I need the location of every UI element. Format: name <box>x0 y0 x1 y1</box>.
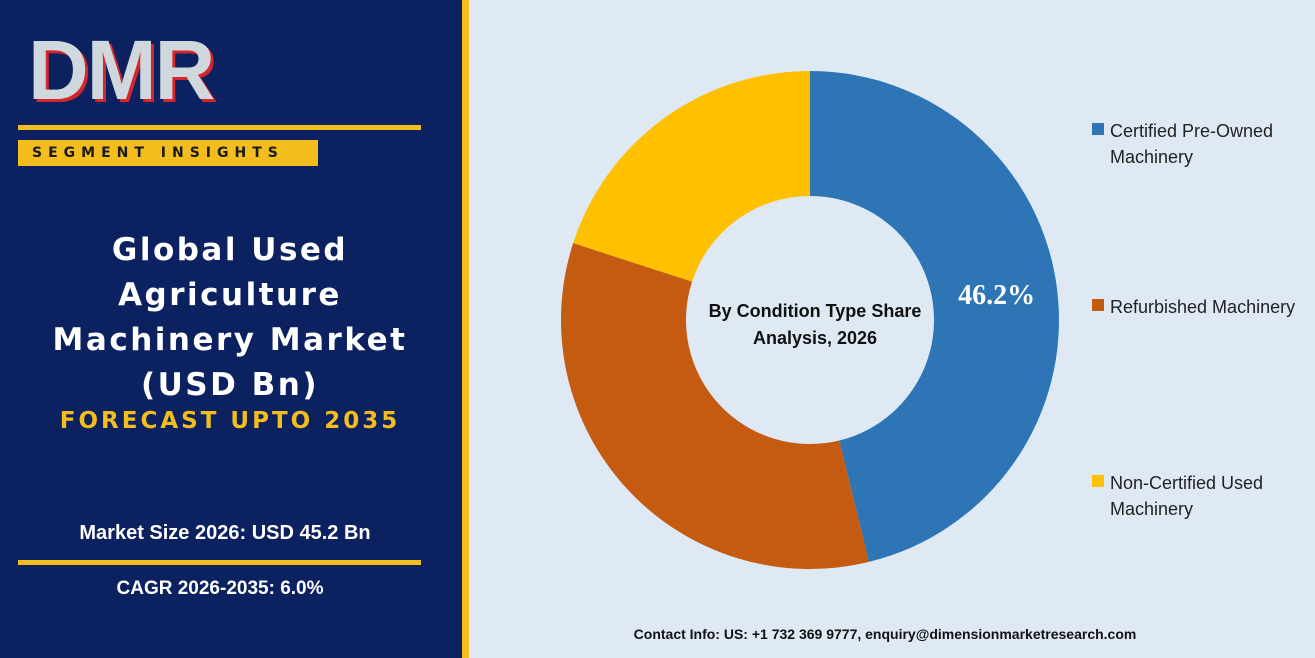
center-label: By Condition Type Share Analysis, 2026 <box>708 301 922 348</box>
legend-swatch <box>1092 123 1104 135</box>
donut-slice <box>561 243 869 570</box>
legend-label: Non-Certified Used Machinery <box>1110 473 1264 519</box>
legend-swatch <box>1092 299 1104 311</box>
legend-swatch <box>1092 475 1104 487</box>
legend-item: Refurbished Machinery <box>1092 294 1302 320</box>
rule <box>18 560 421 565</box>
rule <box>18 125 421 130</box>
cagr: CAGR 2026-2035: 6.0% <box>116 578 324 599</box>
legend-label: Refurbished Machinery <box>1110 297 1296 317</box>
title: Global Used Agriculture Machinery Market… <box>52 232 408 403</box>
side-panel <box>0 0 462 658</box>
contact: Contact Info: US: +1 732 369 9777, enqui… <box>633 626 1137 642</box>
legend-label: Certified Pre-Owned Machinery <box>1110 121 1274 167</box>
market-size: Market Size 2026: USD 45.2 Bn <box>79 522 371 544</box>
data-label: 46.2% <box>958 280 1035 311</box>
forecast: FORECAST UPTO 2035 <box>59 408 401 434</box>
legend-item: Non-Certified Used Machinery <box>1092 470 1302 522</box>
legend-item: Certified Pre-Owned Machinery <box>1092 118 1302 170</box>
donut-slice <box>810 71 1059 562</box>
badge: SEGMENT INSIGHTS <box>18 140 318 166</box>
logo: DMR <box>28 23 215 117</box>
divider <box>462 0 469 658</box>
donut-slice <box>573 71 810 282</box>
